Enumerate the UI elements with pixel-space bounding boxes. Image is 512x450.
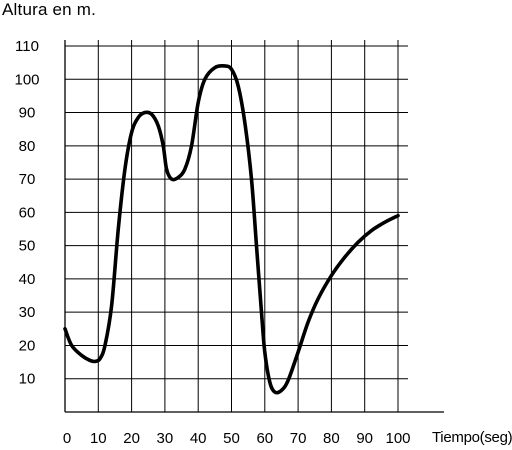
x-tick-label-70: 70 — [290, 430, 307, 447]
x-tick-label-20: 20 — [123, 430, 140, 447]
x-tick-label-90: 90 — [356, 430, 373, 447]
series-line — [63, 63, 400, 395]
y-tick-label-40: 40 — [19, 271, 36, 288]
x-tick-label-40: 40 — [190, 430, 207, 447]
x-tick-label-80: 80 — [323, 430, 340, 447]
y-tick-label-20: 20 — [19, 337, 36, 354]
y-tick-label-90: 90 — [19, 105, 36, 122]
y-tick-label-80: 80 — [19, 138, 36, 155]
y-tick-label-70: 70 — [19, 171, 36, 188]
x-tick-label-100: 100 — [385, 430, 410, 447]
y-tick-label-30: 30 — [19, 304, 36, 321]
y-axis-label: Altura en m. — [2, 0, 97, 19]
x-axis-label: Tiempo(seg) — [432, 429, 512, 446]
y-tick-label-110: 110 — [15, 38, 39, 55]
y-tick-label-10: 10 — [19, 371, 36, 388]
x-tick-label-60: 60 — [256, 430, 273, 447]
x-tick-label-0: 0 — [63, 430, 71, 447]
y-tick-label-50: 50 — [19, 238, 36, 255]
x-tick-label-10: 10 — [90, 430, 107, 447]
y-tick-label-60: 60 — [19, 204, 36, 221]
x-tick-label-30: 30 — [157, 430, 174, 447]
y-tick-label-100: 100 — [14, 71, 39, 88]
x-tick-label-50: 50 — [223, 430, 240, 447]
